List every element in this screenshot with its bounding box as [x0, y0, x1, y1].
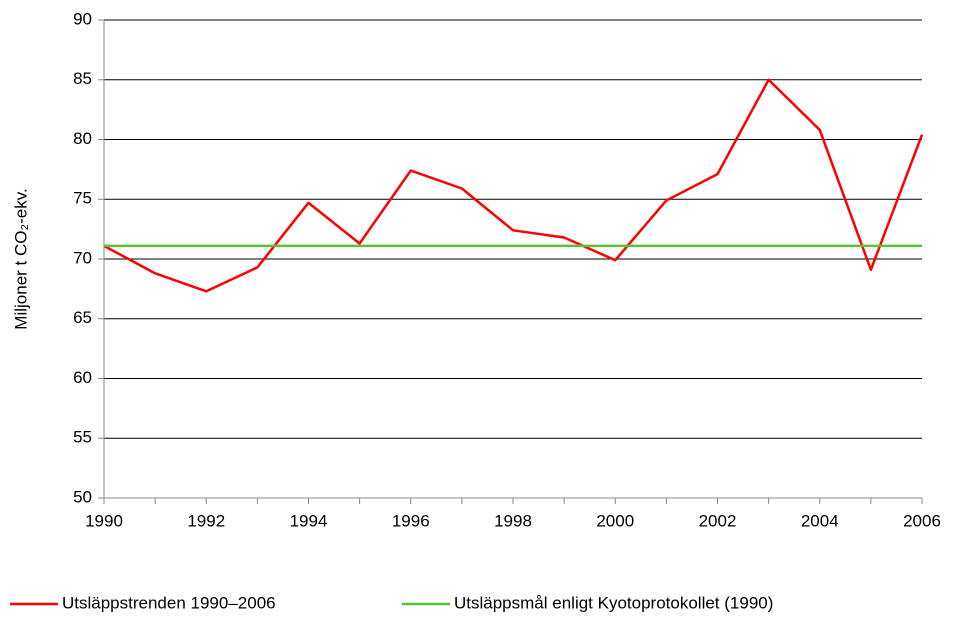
x-tick-label: 1992 — [187, 511, 225, 530]
x-tick-label: 2004 — [801, 511, 839, 530]
y-tick-label: 85 — [73, 69, 92, 88]
x-tick-label: 2002 — [699, 511, 737, 530]
series-line — [103, 78, 924, 293]
y-tick-label: 50 — [73, 487, 92, 506]
x-tick-label: 1998 — [494, 511, 532, 530]
y-tick-label: 75 — [73, 189, 92, 208]
y-tick-label: 65 — [73, 308, 92, 327]
x-tick-label: 1990 — [85, 511, 123, 530]
y-tick-label: 80 — [73, 129, 92, 148]
x-tick-label: 2006 — [903, 511, 941, 530]
y-tick-label: 90 — [73, 9, 92, 28]
y-axis-label: Miljoner t CO₂-ekv. — [11, 188, 30, 329]
x-tick-label: 1996 — [392, 511, 430, 530]
legend-label: Utsläppstrenden 1990–2006 — [62, 593, 276, 612]
y-tick-label: 70 — [73, 248, 92, 267]
x-tick-label: 2000 — [596, 511, 634, 530]
y-tick-label: 60 — [73, 368, 92, 387]
legend-label: Utsläppsmål enligt Kyotoprotokollet (199… — [454, 593, 773, 612]
x-tick-label: 1994 — [290, 511, 328, 530]
y-tick-label: 55 — [73, 428, 92, 447]
